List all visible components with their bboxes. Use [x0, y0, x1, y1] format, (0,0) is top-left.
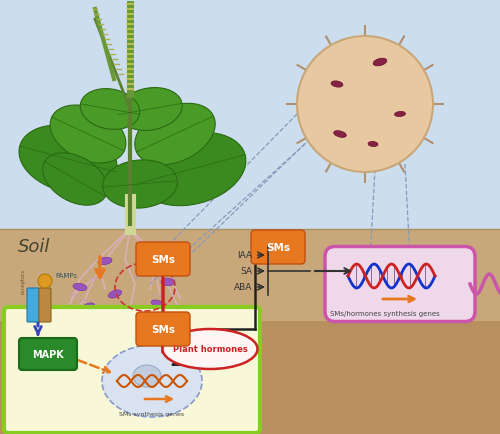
Polygon shape	[138, 133, 246, 206]
Text: SMs synthesis genes: SMs synthesis genes	[120, 411, 184, 416]
FancyBboxPatch shape	[251, 230, 305, 264]
Text: SMs: SMs	[151, 254, 175, 264]
Ellipse shape	[98, 258, 112, 265]
Ellipse shape	[161, 279, 175, 286]
FancyBboxPatch shape	[4, 307, 260, 433]
Circle shape	[38, 274, 52, 288]
Text: SMs/hormones synthesis genes: SMs/hormones synthesis genes	[330, 310, 440, 316]
Ellipse shape	[313, 53, 417, 157]
Text: SA: SA	[240, 267, 252, 276]
FancyBboxPatch shape	[136, 312, 190, 346]
Ellipse shape	[394, 112, 406, 117]
Ellipse shape	[373, 59, 387, 67]
Bar	[0, 322, 500, 434]
Text: Plant hormones: Plant hormones	[172, 345, 248, 354]
Ellipse shape	[334, 132, 346, 138]
FancyBboxPatch shape	[19, 338, 77, 370]
Ellipse shape	[82, 303, 94, 311]
Polygon shape	[102, 161, 178, 209]
Polygon shape	[50, 106, 126, 164]
Polygon shape	[135, 104, 215, 165]
Ellipse shape	[331, 82, 343, 88]
Ellipse shape	[108, 291, 122, 298]
Polygon shape	[42, 154, 108, 206]
Text: PAMPs: PAMPs	[55, 273, 77, 278]
Ellipse shape	[330, 70, 400, 140]
Text: Soil: Soil	[18, 237, 50, 256]
FancyBboxPatch shape	[27, 288, 39, 322]
Text: IAA: IAA	[237, 251, 252, 260]
FancyBboxPatch shape	[39, 288, 51, 322]
Ellipse shape	[162, 329, 258, 369]
Text: MAPK: MAPK	[32, 349, 64, 359]
Bar	[0, 230, 500, 322]
Ellipse shape	[345, 85, 385, 125]
Polygon shape	[19, 126, 117, 194]
Ellipse shape	[152, 300, 164, 309]
Ellipse shape	[142, 263, 154, 271]
Ellipse shape	[73, 284, 87, 291]
Ellipse shape	[128, 313, 141, 321]
Ellipse shape	[102, 345, 202, 417]
Text: ABA: ABA	[234, 283, 252, 292]
FancyBboxPatch shape	[136, 243, 190, 276]
Text: SMs: SMs	[266, 243, 290, 253]
Ellipse shape	[133, 365, 161, 387]
Text: SMs: SMs	[151, 324, 175, 334]
FancyBboxPatch shape	[325, 247, 475, 322]
Ellipse shape	[368, 142, 378, 147]
Polygon shape	[118, 89, 182, 131]
Text: receptors: receptors	[20, 268, 25, 293]
Polygon shape	[80, 89, 140, 130]
Bar	[0, 0, 500, 230]
Ellipse shape	[297, 37, 433, 173]
